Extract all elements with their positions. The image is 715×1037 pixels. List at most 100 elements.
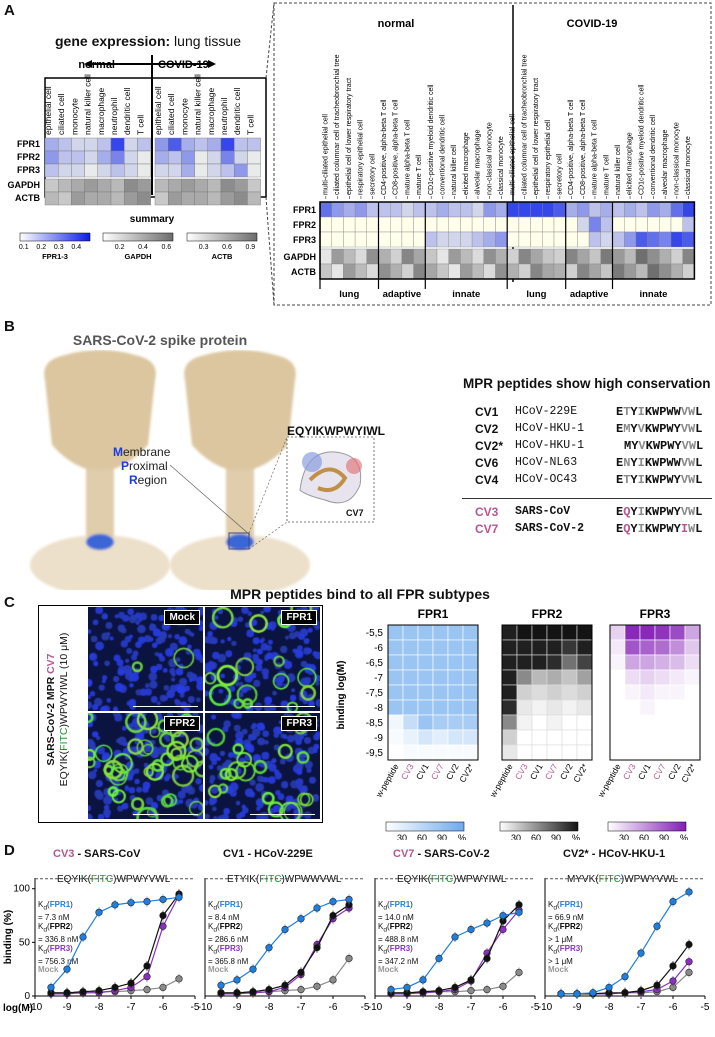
heat-cell bbox=[495, 231, 508, 248]
heat-cell bbox=[44, 191, 59, 206]
heat-cell bbox=[425, 201, 438, 218]
heat-cell bbox=[44, 150, 59, 165]
peptide-sequence: EQYIKWPWYVWL bbox=[616, 505, 703, 519]
surface-blue bbox=[302, 452, 322, 472]
peptide-id: CV4 bbox=[475, 473, 499, 487]
arrow-head-left bbox=[84, 60, 92, 68]
heatmap-cell bbox=[432, 639, 449, 656]
cell-type-label: CD4-positive, alpha-beta T cell bbox=[381, 99, 388, 195]
heatmap-cell bbox=[516, 729, 533, 746]
heat-cell bbox=[530, 248, 543, 265]
heatmap-cell bbox=[639, 624, 656, 641]
heat-cell bbox=[58, 163, 72, 178]
legend-tick: 0.4 bbox=[71, 244, 81, 251]
heat-cell bbox=[71, 191, 85, 206]
heatmap-cell bbox=[546, 699, 563, 716]
heatmap-cell bbox=[447, 714, 464, 731]
heatmap-cell bbox=[462, 639, 479, 656]
heat-cell bbox=[682, 248, 695, 265]
heat-cell bbox=[659, 248, 672, 265]
heatmap-cell bbox=[417, 669, 434, 686]
heat-cell bbox=[448, 231, 461, 248]
heatmap-cell bbox=[654, 669, 671, 686]
mpr-region bbox=[86, 534, 114, 550]
heat-cell bbox=[319, 263, 332, 280]
heatmap-cell bbox=[417, 654, 434, 671]
legend-tick: 0.3 bbox=[199, 244, 209, 251]
heat-cell bbox=[448, 263, 461, 280]
heatmap-cell bbox=[531, 684, 548, 701]
heatmap-cell bbox=[609, 654, 626, 671]
data-point bbox=[63, 989, 71, 997]
heat-cell bbox=[624, 248, 637, 265]
heat-cell bbox=[577, 263, 590, 280]
heat-cell bbox=[588, 248, 601, 265]
heatmap-cell bbox=[546, 744, 563, 761]
heat-cell bbox=[154, 150, 169, 165]
heat-cell bbox=[460, 216, 473, 233]
cell-type-label: multi-ciliated epithelial cell bbox=[323, 114, 330, 195]
group-label: adaptive bbox=[570, 289, 609, 300]
heatmap-cell bbox=[546, 654, 563, 671]
legend-tick: 0.9 bbox=[245, 244, 255, 251]
heatmap-cell bbox=[654, 744, 671, 761]
legend-tick: 30 bbox=[619, 833, 629, 840]
cell-type-label: CD1c-positive myeloid dendritic cell bbox=[638, 84, 645, 195]
data-point bbox=[573, 990, 581, 998]
data-point bbox=[345, 895, 353, 904]
heatmap-ylabel: binding log(M) bbox=[336, 661, 347, 730]
data-point bbox=[159, 911, 167, 920]
data-point bbox=[329, 911, 337, 920]
heat-cell bbox=[194, 191, 209, 206]
heat-cell bbox=[181, 178, 195, 193]
heatmap-cell bbox=[561, 654, 578, 671]
heat-cell bbox=[181, 150, 195, 165]
heatmap-cell bbox=[432, 684, 449, 701]
heatmap-cell bbox=[576, 669, 593, 686]
data-point bbox=[233, 989, 241, 997]
row-label: GAPDH bbox=[283, 252, 316, 262]
heatmap-cell bbox=[561, 699, 578, 716]
heat-cell bbox=[390, 263, 403, 280]
heat-cell bbox=[483, 216, 496, 233]
heatmap-cell bbox=[576, 714, 593, 731]
heatmap-cell bbox=[561, 669, 578, 686]
heatmap-title: FPR1 bbox=[418, 607, 449, 621]
heatmap-cell bbox=[417, 639, 434, 656]
heatmap-cell bbox=[669, 639, 686, 656]
heat-cell bbox=[137, 163, 151, 178]
heatmap-cell bbox=[432, 624, 449, 641]
heat-cell bbox=[553, 201, 566, 218]
heat-cell bbox=[137, 150, 151, 165]
heat-cell bbox=[565, 248, 578, 265]
peptide-virus: HCoV-NL63 bbox=[515, 456, 578, 469]
heat-cell bbox=[194, 150, 209, 165]
heat-cell bbox=[600, 216, 613, 233]
heatmap-cell bbox=[432, 729, 449, 746]
data-point bbox=[483, 985, 491, 994]
heatmap-cell bbox=[447, 744, 464, 761]
peptide-virus: HCoV-HKU-1 bbox=[515, 422, 585, 435]
cell-type-label: monocyte bbox=[69, 98, 79, 135]
data-point bbox=[621, 989, 629, 997]
heatmap-ytick: -8,5 bbox=[366, 718, 384, 729]
heat-cell bbox=[71, 150, 85, 165]
data-point bbox=[217, 981, 225, 989]
peptide-sequence: ENYIKWPWWVWL bbox=[616, 456, 703, 470]
heatmap-cell bbox=[462, 669, 479, 686]
legend-tick: 60 bbox=[639, 833, 649, 840]
group-label: innate bbox=[639, 289, 667, 300]
heatmap-cell bbox=[654, 624, 671, 641]
heatmap-cell bbox=[546, 639, 563, 656]
heat-cell bbox=[378, 263, 391, 280]
cell-type-label: monocyte bbox=[179, 98, 189, 135]
peptide-table: CV1 HCoV-229E ETYIKWPWWVWL CV2 HCoV-HKU-1 EMY… bbox=[475, 405, 710, 555]
heatmap-cell bbox=[654, 639, 671, 656]
legend-tick: 30 bbox=[397, 833, 407, 840]
data-point bbox=[685, 958, 693, 966]
x-tick-label: -5 bbox=[191, 1002, 200, 1013]
heat-cell bbox=[436, 231, 449, 248]
heat-cell bbox=[247, 163, 261, 178]
heatmap-xtick: CV7 bbox=[429, 762, 446, 782]
heat-cell bbox=[565, 231, 578, 248]
